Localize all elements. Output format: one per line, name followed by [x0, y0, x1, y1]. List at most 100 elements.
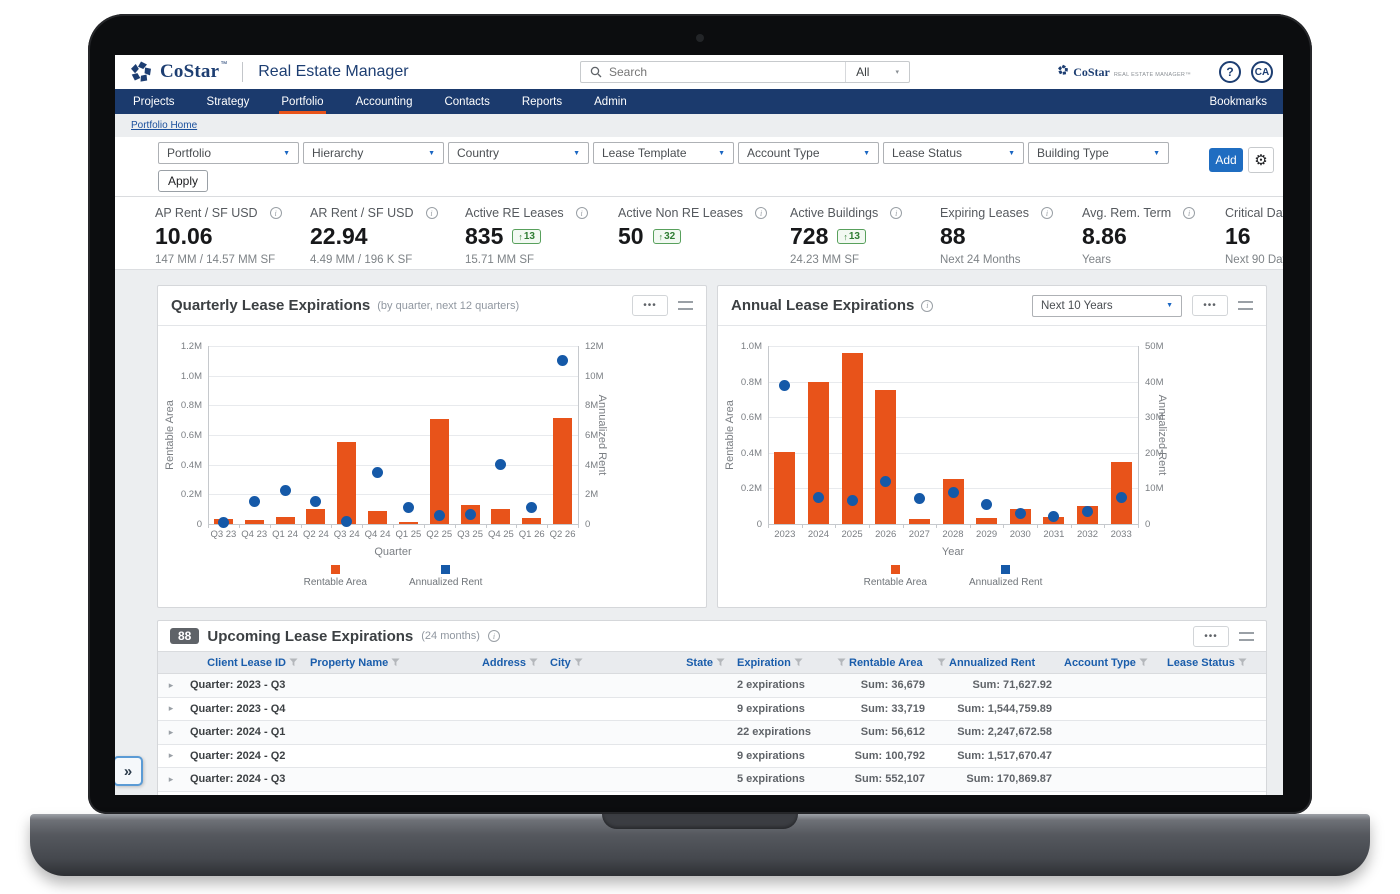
dot-q1-26[interactable] [526, 502, 538, 514]
bar-2026[interactable] [875, 390, 897, 524]
row-expand-icon[interactable]: ▸ [168, 750, 174, 761]
col-annualized-rent[interactable]: Annualized Rent [931, 657, 1058, 669]
info-icon[interactable]: i [425, 207, 438, 219]
dot-2030[interactable] [1014, 507, 1026, 519]
legend-annualized-rent[interactable]: Annualized Rent [409, 565, 482, 588]
expand-panel-button[interactable]: » [115, 756, 143, 786]
info-icon[interactable]: i [575, 207, 588, 219]
row-expand-icon[interactable]: ▸ [168, 679, 174, 690]
info-icon[interactable]: i [1183, 207, 1196, 219]
drag-handle-icon[interactable] [678, 301, 693, 310]
filter-funnel-icon[interactable] [837, 658, 846, 667]
bar-2028[interactable] [942, 479, 964, 524]
info-icon[interactable]: i [487, 630, 500, 642]
dot-q3-25[interactable] [464, 508, 476, 520]
card-menu-button[interactable]: ••• [1193, 625, 1229, 647]
nav-item-portfolio[interactable]: Portfolio [279, 89, 326, 114]
dot-q3-24[interactable] [341, 515, 353, 527]
filter-funnel-icon[interactable] [1238, 658, 1247, 667]
bar-2024[interactable] [807, 382, 829, 524]
help-button[interactable]: ? [1219, 61, 1241, 83]
nav-item-projects[interactable]: Projects [133, 95, 175, 108]
info-icon[interactable]: i [755, 207, 768, 219]
info-icon[interactable]: i [921, 299, 934, 312]
filter-building-type[interactable]: Building Type ▼ [1028, 142, 1169, 164]
nav-item-admin[interactable]: Admin [594, 95, 627, 108]
global-search-input[interactable]: Search All ▾ [580, 61, 910, 83]
dot-q2-26[interactable] [557, 355, 569, 367]
filter-hierarchy[interactable]: Hierarchy ▼ [303, 142, 444, 164]
dot-q4-25[interactable] [495, 459, 507, 471]
card-menu-button[interactable]: ••• [1192, 295, 1228, 316]
bar-q4-24[interactable] [368, 511, 388, 524]
dot-2025[interactable] [846, 495, 858, 507]
bar-2025[interactable] [841, 353, 863, 524]
filter-funnel-icon[interactable] [529, 658, 538, 667]
legend-rentable-area[interactable]: Rentable Area [304, 565, 367, 588]
legend-annualized-rent[interactable]: Annualized Rent [969, 565, 1042, 588]
drag-handle-icon[interactable] [1238, 301, 1253, 310]
filter-funnel-icon[interactable] [1139, 658, 1148, 667]
col-address[interactable]: Address [434, 657, 544, 669]
info-icon[interactable]: i [269, 207, 282, 219]
bar-q4-25[interactable] [491, 509, 511, 524]
col-property-name[interactable]: Property Name [304, 657, 434, 669]
dot-2028[interactable] [947, 487, 959, 499]
bar-2027[interactable] [908, 519, 930, 524]
filter-funnel-icon[interactable] [574, 658, 583, 667]
bar-2029[interactable] [976, 518, 998, 524]
col-expiration[interactable]: Expiration [731, 657, 831, 669]
range-selector[interactable]: Next 10 Years ▼ [1032, 294, 1182, 317]
filter-funnel-icon[interactable] [937, 658, 946, 667]
table-row-quarter-2023-q4[interactable]: ▸ Quarter: 2023 - Q4 9 expirations Sum: 33,… [158, 697, 1266, 721]
dot-2027[interactable] [913, 492, 925, 504]
filter-funnel-icon[interactable] [289, 658, 298, 667]
col-city[interactable]: City [544, 657, 634, 669]
col-rentable-area[interactable]: Rentable Area [831, 657, 931, 669]
bar-2023[interactable] [774, 452, 796, 524]
dot-q4-23[interactable] [248, 495, 260, 507]
info-icon[interactable]: i [890, 207, 903, 219]
dot-2023[interactable] [779, 379, 791, 391]
bar-q1-24[interactable] [275, 517, 295, 524]
bar-q1-25[interactable] [398, 522, 418, 524]
table-row-quarter-2024-q2[interactable]: ▸ Quarter: 2024 - Q2 9 expirations Sum: 100… [158, 744, 1266, 768]
dot-2029[interactable] [981, 498, 993, 510]
table-row-quarter-2024-q3[interactable]: ▸ Quarter: 2024 - Q3 5 expirations Sum: 552… [158, 768, 1266, 792]
table-row-quarter-2023-q3[interactable]: ▸ Quarter: 2023 - Q3 2 expirations Sum: 36,… [158, 674, 1266, 698]
dot-q4-24[interactable] [372, 467, 384, 479]
filter-funnel-icon[interactable] [794, 658, 803, 667]
row-expand-icon[interactable]: ▸ [168, 726, 174, 737]
bar-q4-23[interactable] [244, 520, 264, 524]
dot-q1-24[interactable] [279, 485, 291, 497]
filter-portfolio[interactable]: Portfolio ▼ [158, 142, 299, 164]
bar-q2-24[interactable] [306, 509, 326, 524]
nav-item-reports[interactable]: Reports [521, 95, 563, 108]
filter-lease-status[interactable]: Lease Status ▼ [883, 142, 1024, 164]
filter-account-type[interactable]: Account Type ▼ [738, 142, 879, 164]
bar-q1-26[interactable] [522, 518, 542, 524]
filter-funnel-icon[interactable] [716, 658, 725, 667]
dot-2026[interactable] [880, 475, 892, 487]
filter-lease-template[interactable]: Lease Template ▼ [593, 142, 734, 164]
col-account-type[interactable]: Account Type [1058, 657, 1161, 669]
table-row-quarter-2024-q1[interactable]: ▸ Quarter: 2024 - Q1 22 expirations Sum: 56… [158, 721, 1266, 745]
nav-item-contacts[interactable]: Contacts [444, 95, 490, 108]
drag-handle-icon[interactable] [1239, 631, 1254, 641]
dot-2031[interactable] [1048, 511, 1060, 523]
col-state[interactable]: State [634, 657, 731, 669]
breadcrumb-link[interactable]: Portfolio Home [131, 120, 198, 131]
search-scope-select[interactable]: All ▾ [845, 62, 909, 82]
info-icon[interactable]: i [1040, 207, 1053, 219]
settings-button[interactable]: ⚙ [1248, 147, 1274, 173]
col-client-lease-id[interactable]: Client Lease ID [184, 657, 304, 669]
row-expand-icon[interactable]: ▸ [168, 773, 174, 784]
apply-button[interactable]: Apply [158, 170, 209, 192]
nav-item-strategy[interactable]: Strategy [206, 95, 250, 108]
dot-2024[interactable] [812, 491, 824, 503]
nav-item-bookmarks[interactable]: Bookmarks [1209, 95, 1267, 108]
nav-item-accounting[interactable]: Accounting [355, 95, 413, 108]
filter-country[interactable]: Country ▼ [448, 142, 589, 164]
add-button[interactable]: Add [1209, 148, 1243, 172]
dot-2033[interactable] [1115, 491, 1127, 503]
